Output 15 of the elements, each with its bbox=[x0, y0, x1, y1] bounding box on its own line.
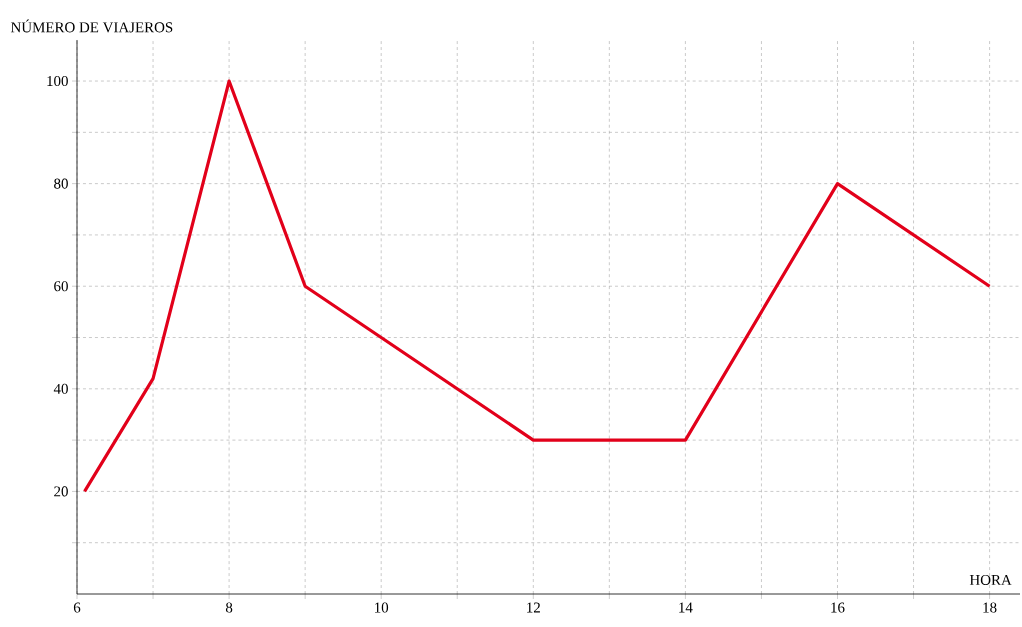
y-tick-label: 60 bbox=[54, 281, 68, 292]
y-tick-label: 80 bbox=[54, 178, 68, 189]
x-tick-label: 6 bbox=[73, 602, 81, 613]
y-axis-title: NÚMERO DE VIAJEROS bbox=[10, 19, 173, 33]
x-tick-label: 12 bbox=[527, 602, 540, 613]
y-tick-label: 40 bbox=[53, 383, 68, 394]
x-tick-label: 8 bbox=[225, 602, 233, 613]
x-axis-title: HORA bbox=[969, 574, 1012, 585]
x-tick-label: 10 bbox=[375, 602, 389, 613]
y-tick-label: 100 bbox=[47, 75, 68, 87]
x-tick-label: 14 bbox=[679, 602, 693, 613]
x-tick-label: 16 bbox=[831, 602, 845, 613]
line-series bbox=[83, 79, 992, 494]
y-tick-label: 20 bbox=[54, 486, 68, 497]
x-tick-label: 18 bbox=[983, 602, 997, 613]
